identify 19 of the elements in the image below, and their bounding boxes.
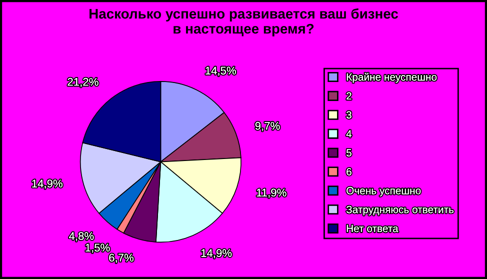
data-label: 14,5% (206, 66, 236, 76)
legend-label: Крайне неуспешно (346, 72, 437, 83)
legend-label: Очень успешно (346, 186, 421, 196)
data-label: 14,9% (32, 180, 62, 189)
data-label: 1,5% (86, 244, 110, 253)
legend-label: Затрудняюсь ответить (346, 206, 454, 216)
data-label: 6,7% (109, 254, 134, 263)
legend-label: 4 (346, 130, 352, 138)
legend-label: Нет ответа (346, 224, 398, 232)
legend-label: 5 (346, 149, 352, 156)
legend-label: 6 (346, 168, 352, 176)
data-label: 9,7% (255, 122, 280, 132)
legend-label: 2 (346, 92, 352, 100)
data-label: 21,2% (68, 78, 98, 88)
data-label: 11,9% (256, 188, 286, 198)
chart-title: Насколько успешно развивается ваш бизнес в настоящее время? (90, 8, 398, 36)
data-label: 14,9% (201, 249, 232, 258)
legend-label: 3 (346, 111, 352, 119)
data-label: 4,8% (69, 232, 94, 242)
